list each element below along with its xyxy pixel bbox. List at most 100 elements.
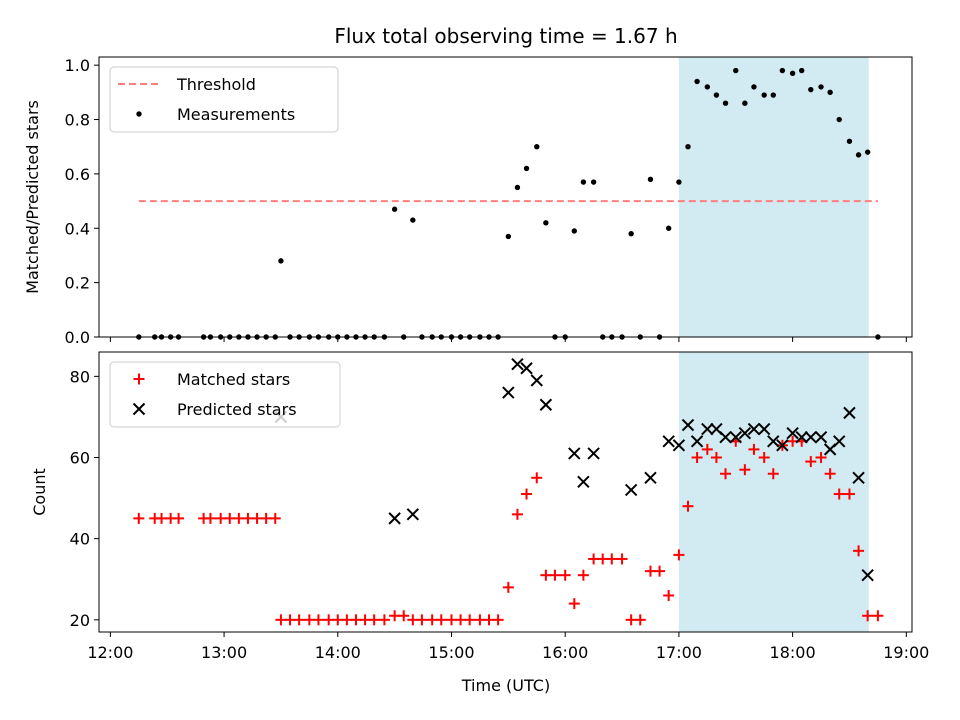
predicted-star-point [681,418,695,432]
matched-star-point [464,614,476,626]
legend-matched-marker [133,373,145,385]
predicted-star-point [644,471,657,485]
predicted-star-point [719,431,732,444]
top-plot-frame [98,56,913,338]
x-tick-label: 13:00 [201,643,247,662]
matched-star-point [269,512,281,524]
bottom-legend-box [109,361,341,428]
x-tick-label: 15:00 [428,643,474,662]
matched-star-point [549,569,561,581]
matched-star-point [673,549,685,561]
predicted-star-point [833,435,846,448]
measurement-point [818,84,824,90]
top-observing-window [678,57,869,337]
matched-star-point [872,610,884,622]
predicted-star-point [388,512,401,525]
bottom-legend: Matched stars Predicted stars [109,361,341,428]
measurement-point [580,179,587,185]
bottom-observing-window [678,352,869,632]
matched-star-point [805,456,817,468]
matched-star-point [824,468,836,480]
predicted-star-point [701,422,714,436]
bottom-x-ticks: 12:00 13:00 14:00 15:00 16:00 17:00 18:00 19:00 [87,632,929,662]
matched-star-point [568,598,580,610]
predicted-star-point [767,435,780,448]
matched-star-point [739,464,751,476]
measurement-point [694,78,700,85]
x-tick-label: 16:00 [542,643,588,662]
predicted-star-point [539,398,553,411]
predicted-star-point [690,435,704,448]
y-tick-label: 0.8 [65,111,90,130]
measurement-point [704,84,711,90]
top-x-ticks [109,337,907,342]
measurement-point [779,67,786,74]
measurement-point [722,100,729,106]
measurement-point [742,100,748,106]
measurement-point [808,86,814,93]
bottom-plot-frame [98,351,913,633]
predicted-star-point [861,568,874,582]
top-panel: 0.0 0.2 0.4 0.6 0.8 1.0 Matched/Predicted sta… [23,56,913,347]
y-tick-label: 0.0 [65,328,90,347]
measurement-point [534,144,540,150]
predicted-star-point [738,426,752,440]
chart-title: Flux total observing time = 1.67 h [334,24,677,48]
x-axis-label: Time (UTC) [461,676,550,695]
matched-star-point [312,614,324,626]
matched-star-point [862,610,874,622]
matched-star-point [853,545,865,557]
matched-star-point [133,512,145,524]
measurement-point [855,152,862,158]
top-y-axis-label: Matched/Predicted stars [23,100,42,294]
predicted-star-point [587,447,600,460]
measurement-point [676,179,682,185]
legend-measurements-swatch [136,111,142,117]
matched-star-point [492,614,504,626]
predicted-star-point [795,431,808,444]
measurement-point [685,144,691,150]
predicted-star-point [729,431,742,444]
legend-threshold-label: Threshold [176,75,256,94]
matched-star-point [435,614,447,626]
matched-star-point [416,614,428,626]
predicted-star-point [672,439,686,452]
matched-star-point [701,443,713,455]
measurement-point [761,92,767,98]
measurement-point [505,233,512,240]
legend-predicted-marker [132,402,146,416]
x-tick-label: 17:00 [656,643,702,662]
top-legend: Threshold Measurements [109,66,339,133]
matched-star-point [577,569,589,581]
y-tick-label: 20 [70,611,90,630]
measurement-point [523,165,530,172]
measurement-point [827,89,833,96]
predicted-star-point [662,435,675,448]
matched-star-point [833,488,845,500]
measurement-point [751,84,757,90]
x-tick-label: 19:00 [883,643,929,662]
measurement-point [864,149,871,155]
matched-star-points [133,435,884,626]
measurement-point [278,258,284,264]
matched-star-point [204,512,216,524]
measurement-point [789,70,796,77]
legend-matched-label: Matched stars [177,370,290,389]
legend-measurements-label: Measurements [177,105,295,124]
predicted-star-point [511,357,524,371]
predicted-star-point [502,386,515,399]
top-legend-box [109,66,339,133]
y-tick-label: 40 [70,530,90,549]
predicted-star-point [843,406,856,420]
legend-predicted-label: Predicted stars [177,400,297,419]
y-tick-label: 0.4 [65,219,90,238]
matched-star-point [511,508,523,520]
predicted-star-point [804,431,818,444]
measurement-point [410,217,416,223]
y-tick-label: 60 [70,449,90,468]
matched-star-point [748,443,760,455]
matched-star-point [173,512,185,524]
matched-star-point [843,488,855,500]
matched-star-point [663,589,675,601]
